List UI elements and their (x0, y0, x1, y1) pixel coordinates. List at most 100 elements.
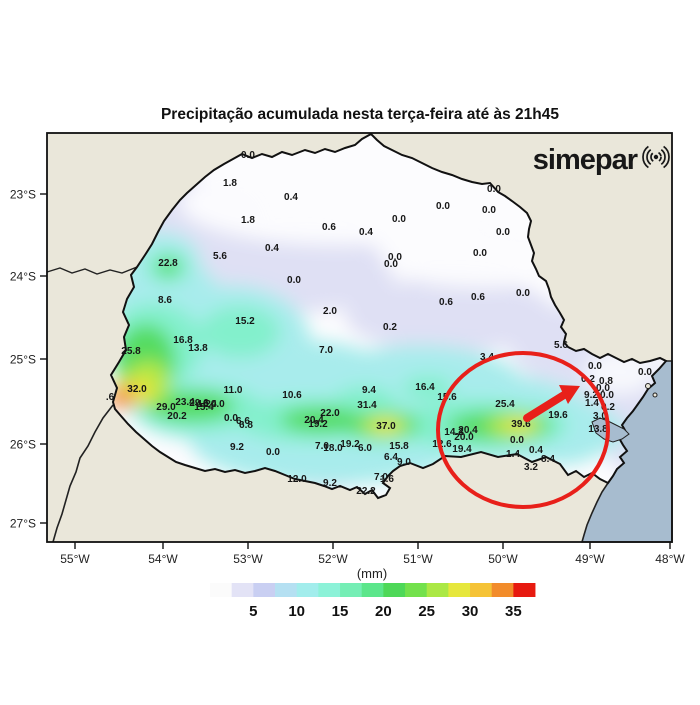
island (645, 383, 651, 389)
lon-tick-label: 55°W (60, 552, 90, 566)
legend-colorbar (210, 583, 536, 597)
station-value-label: 29.6 (189, 398, 209, 409)
station-value-label: 8.4 (541, 454, 555, 465)
station-value-label: 0.0 (510, 435, 524, 446)
highlight-arrow-shaft (523, 391, 568, 422)
station-value-label: 1.4 (506, 449, 520, 460)
station-value-label: 0.0 (596, 383, 610, 394)
station-value-label: 20.0 (205, 399, 225, 410)
legend-tick-value: 35 (505, 603, 522, 620)
station-value-label: 7.0 (319, 345, 333, 356)
highlight-arrow-head (559, 385, 580, 404)
station-value-label: 9.2 (323, 478, 337, 489)
station-value-label: 0.0 (482, 205, 496, 216)
legend-color-segment (275, 583, 298, 597)
legend-color-segment (491, 583, 514, 597)
station-value-label: 18.0 (323, 443, 343, 454)
station-value-label: 9.2 (584, 390, 598, 401)
legend-tick-value: 25 (418, 603, 435, 620)
station-value-label: 0.4 (265, 243, 279, 254)
legend-title: (mm) (357, 566, 387, 581)
station-value-label: 19.4 (452, 444, 472, 455)
station-value-label: 1.8 (241, 215, 255, 226)
station-value-label: 14.2 (444, 427, 464, 438)
station-value-label: 0.2 (383, 322, 397, 333)
station-value-label: 0.0 (496, 227, 510, 238)
lon-tick-label: 53°W (233, 552, 263, 566)
legend-tick-value: 5 (249, 603, 257, 620)
station-value-label: 29.0 (156, 402, 176, 413)
legend-color-segment (448, 583, 471, 597)
legend-tick-value: 20 (375, 603, 392, 620)
station-value-label: 0.0 (388, 252, 402, 263)
station-value-label: 20.2 (167, 411, 187, 422)
lon-tick-label: 50°W (488, 552, 518, 566)
station-value-label: 1.6 (380, 474, 394, 485)
latitude-axis: 23°S 24°S 25°S 26°S 27°S (10, 188, 47, 531)
station-value-label: 11.0 (224, 385, 243, 396)
station-value-label: 20.4 (458, 425, 478, 436)
station-value-label: 0.4 (284, 192, 298, 203)
station-value-label: 22.2 (356, 486, 376, 497)
station-value-label: 3.0 (593, 411, 607, 422)
station-value-label: 20.0 (454, 432, 474, 443)
station-value-label: 0.0 (436, 201, 450, 212)
station-value-label: 6.0 (358, 443, 372, 454)
station-value-label: 6.6 (236, 416, 250, 427)
station-value-label: 31.4 (357, 400, 377, 411)
station-value-label: 0.0 (287, 275, 301, 286)
station-value-label: 0.0 (516, 288, 530, 299)
station-value-label: 7.0 (315, 441, 329, 452)
page-title: Precipitação acumulada nesta terça-feira… (161, 106, 559, 123)
legend-tick-value: 15 (332, 603, 349, 620)
station-value-label: 13.8 (188, 343, 208, 354)
station-value-label: 22.0 (320, 408, 340, 419)
longitude-axis: 55°W 54°W 53°W 52°W 51°W 50°W 49°W 48°W (60, 542, 685, 566)
simepar-logo: simepar (533, 143, 670, 176)
lat-tick-label: 26°S (10, 438, 36, 452)
river-border (52, 404, 114, 543)
legend-color-segment (426, 583, 449, 597)
legend-color-segment (361, 583, 384, 597)
highlight-annotation (436, 351, 610, 509)
station-value-label: 0.8 (599, 376, 613, 387)
station-value-label: 5.6 (554, 340, 568, 351)
station-value-label: 9.2 (230, 442, 244, 453)
station-value-label: 37.0 (376, 421, 396, 432)
station-value-label: 39.6 (511, 419, 531, 430)
station-value-label: 15.4 (194, 402, 214, 413)
lon-tick-label: 54°W (148, 552, 178, 566)
station-value-label: 16.4 (415, 382, 435, 393)
lat-tick-label: 23°S (10, 188, 36, 202)
station-value-label: 6.4 (384, 452, 398, 463)
station-value-label: 0.0 (473, 248, 487, 259)
legend-color-segment (253, 583, 276, 597)
station-value-label: 22.8 (158, 258, 178, 269)
station-value-label: 0.0 (392, 214, 406, 225)
station-value-label: 5.6 (213, 251, 227, 262)
station-value-label: 0.0 (487, 184, 501, 195)
station-value-label: 25.4 (495, 399, 515, 410)
legend-color-segment (210, 583, 233, 597)
simepar-logo-text: simepar (533, 144, 638, 176)
station-value-label: 32.0 (127, 384, 147, 395)
station-value-label: 23.4 (175, 397, 195, 408)
station-value-label: 2.0 (323, 306, 337, 317)
station-value-label: 9.4 (362, 385, 376, 396)
station-value-label: 0.6 (471, 292, 485, 303)
lon-tick-label: 49°W (575, 552, 605, 566)
lon-tick-label: 52°W (318, 552, 348, 566)
station-value-label: 19.2 (340, 439, 360, 450)
legend-color-segment (231, 583, 254, 597)
station-value-label: 0.4 (359, 227, 373, 238)
legend-color-segment (318, 583, 341, 597)
lat-tick-label: 25°S (10, 353, 36, 367)
station-value-label: 8.6 (158, 295, 172, 306)
station-value-label: 0.4 (529, 445, 543, 456)
station-value-label: 3.2 (524, 462, 538, 473)
station-value-label: 15.8 (389, 441, 409, 452)
legend: (mm) 5 10 15 20 25 30 35 (210, 566, 536, 620)
station-value-label: 1.4 (585, 398, 599, 409)
